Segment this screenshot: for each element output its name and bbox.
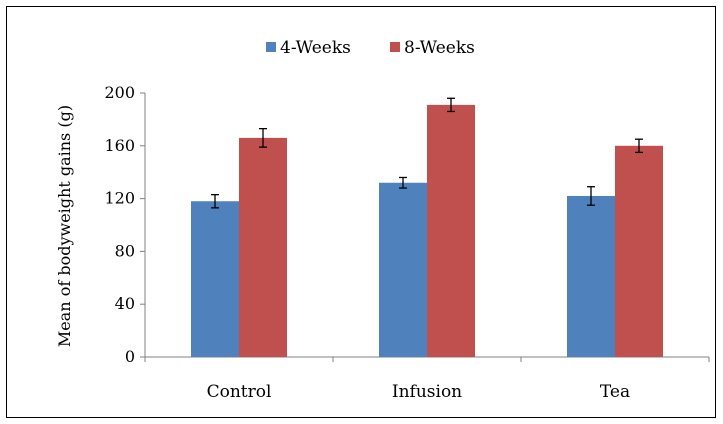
bar-4-weeks-control xyxy=(191,201,239,357)
x-category-label-control: Control xyxy=(207,382,272,402)
legend-swatch-4-weeks xyxy=(266,42,276,52)
bars xyxy=(191,104,663,357)
legend: 4-Weeks 8-Weeks xyxy=(266,38,475,58)
y-axis-title: Mean of bodyweight gains (g) xyxy=(55,105,74,347)
x-category-label-tea: Tea xyxy=(600,382,630,402)
error-bars xyxy=(211,97,643,209)
bar-8-weeks-tea xyxy=(615,145,663,357)
legend-label-8-weeks: 8-Weeks xyxy=(404,38,475,58)
y-tick-label: 40 xyxy=(115,294,135,313)
legend-swatch-8-weeks xyxy=(390,42,400,52)
bar-8-weeks-infusion xyxy=(427,104,475,357)
x-category-label-infusion: Infusion xyxy=(392,382,462,402)
y-tick-label: 200 xyxy=(104,83,135,102)
y-tick-label: 160 xyxy=(104,136,135,155)
y-axis: 0 40 80 120 160 200 xyxy=(104,83,146,366)
legend-label-4-weeks: 4-Weeks xyxy=(280,38,351,58)
bar-8-weeks-control xyxy=(239,137,287,357)
y-tick-label: 0 xyxy=(125,347,135,366)
bar-4-weeks-infusion xyxy=(379,182,427,357)
y-tick-label: 120 xyxy=(104,189,135,208)
y-tick-label: 80 xyxy=(115,241,135,260)
bar-4-weeks-tea xyxy=(567,195,615,357)
